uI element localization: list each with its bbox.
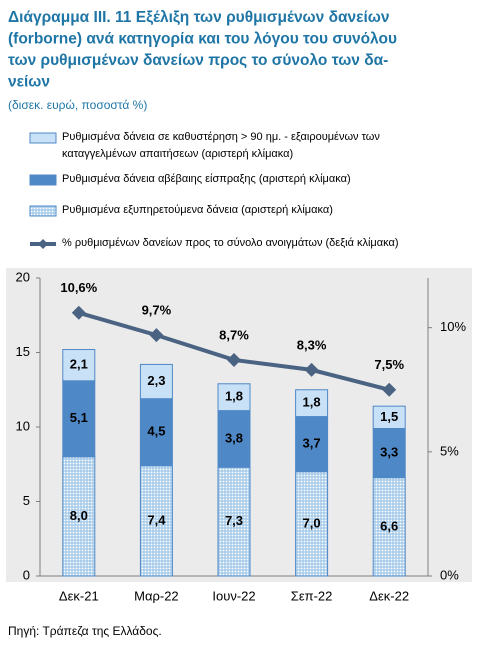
legend-swatch <box>29 174 57 186</box>
data-label: 1,8 <box>225 389 243 404</box>
source: Πηγή: Τράπεζα της Ελλάδος. <box>8 624 162 638</box>
bar <box>217 410 251 468</box>
bar <box>372 427 406 479</box>
y-tick-label: 5 <box>23 493 30 508</box>
bar <box>217 466 251 577</box>
subtitle: (δισεκ. ευρώ, ποσοστά %) <box>8 98 147 112</box>
data-label: 7,3 <box>225 513 243 528</box>
data-label: 3,7 <box>303 436 321 451</box>
legend-label: Ρυθμισμένα δάνεια αβέβαιης είσπραξης (αρ… <box>62 173 351 185</box>
bar <box>139 398 173 467</box>
x-tick-label: Δεκ-21 <box>59 588 99 603</box>
y-tick-label: 0 <box>23 567 30 582</box>
legend-swatch <box>38 239 48 249</box>
chart-title: (forborne) ανά κατηγορία και του λόγου τ… <box>8 31 397 48</box>
bar <box>139 465 173 577</box>
y-tick-label: 15 <box>16 344 30 359</box>
bar <box>62 349 96 382</box>
x-tick-label: Ιουν-22 <box>212 588 255 603</box>
legend-swatch <box>29 132 57 144</box>
chart-title: των ρυθμισμένων δανείων προς το σύνολο τ… <box>8 52 388 69</box>
data-label: 9,7% <box>142 303 172 318</box>
bar <box>217 383 251 412</box>
data-label: 8,0 <box>70 508 88 523</box>
line-marker <box>71 305 86 320</box>
line-marker <box>382 382 397 397</box>
chart-title: νείων <box>8 74 50 91</box>
x-tick-label: Σεπ-22 <box>291 588 333 603</box>
data-label: 7,5% <box>374 357 404 372</box>
data-label: 10,6% <box>60 280 97 295</box>
x-tick-label: Δεκ-22 <box>369 588 409 603</box>
line-marker <box>304 362 319 377</box>
y2-tick-label: 0% <box>440 567 459 582</box>
data-label: 2,1 <box>70 357 88 372</box>
bar <box>62 456 96 577</box>
legend-label: Ρυθμισμένα εξυπηρετούμενα δάνεια (αριστε… <box>62 204 333 216</box>
data-label: 2,3 <box>147 373 165 388</box>
line-marker <box>149 328 164 343</box>
bar <box>139 363 173 400</box>
bar <box>372 405 406 429</box>
data-label: 8,3% <box>297 337 327 352</box>
data-label: 3,8 <box>225 430 243 445</box>
y2-tick-label: 10% <box>440 319 466 334</box>
y2-tick-label: 5% <box>440 443 459 458</box>
data-label: 4,5 <box>147 424 165 439</box>
bar <box>62 380 96 458</box>
data-label: 7,4 <box>147 512 166 527</box>
bar <box>295 389 329 418</box>
legend-label: Ρυθμισμένα δάνεια σε καθυστέρηση > 90 ημ… <box>62 131 380 160</box>
data-label: 6,6 <box>380 518 398 533</box>
bar <box>372 477 406 577</box>
line-marker <box>227 352 241 367</box>
data-label: 5,1 <box>70 410 88 425</box>
y-tick-label: 20 <box>16 269 30 284</box>
legend-label: % ρυθμισμένων δανείων προς το σύνολο ανο… <box>62 237 399 249</box>
bar <box>295 471 329 577</box>
chart-title: Διάγραμμα ΙΙΙ. 11 Εξέλιξη των ρυθμισμένω… <box>8 9 390 26</box>
data-label: 1,5 <box>380 409 398 424</box>
legend-swatch <box>29 205 57 217</box>
x-tick-label: Μαρ-22 <box>134 588 179 603</box>
bar <box>295 416 329 473</box>
y-tick-label: 10 <box>16 418 30 433</box>
data-label: 3,3 <box>380 445 398 460</box>
data-label: 8,7% <box>219 327 249 342</box>
data-label: 1,8 <box>303 395 321 410</box>
data-label: 7,0 <box>303 515 321 530</box>
